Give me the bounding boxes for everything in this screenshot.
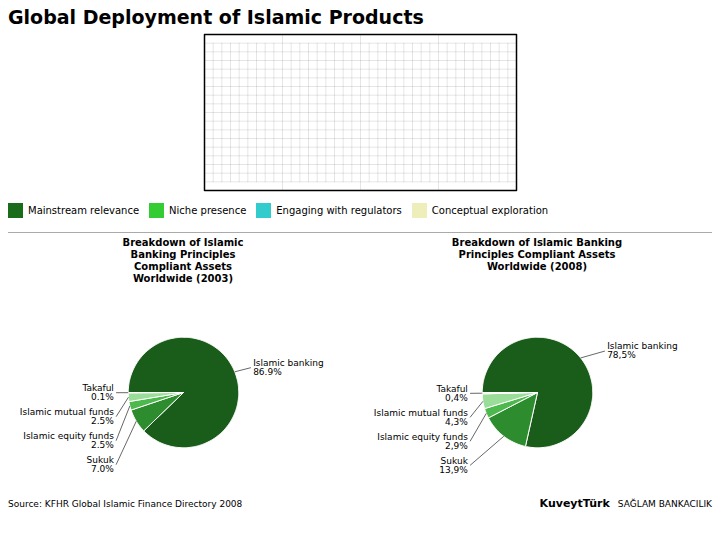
svg-text:Islamic equity funds2.5%: Islamic equity funds2.5% [23,431,114,450]
svg-text:Takaful0,4%: Takaful0,4% [435,384,468,403]
html-text:KuveytTürk: KuveytTürk [539,497,610,510]
html-text:Breakdown of Islamic Banking P: Breakdown of Islamic Banking Principles … [451,237,623,272]
svg-text:Islamic banking86.9%: Islamic banking86.9% [253,358,324,377]
html-text:Mainstream relevance: Mainstream relevance [28,205,140,216]
html-text:Engaging with regulators: Engaging with regulators [276,205,402,216]
html-text:SAĞLAM BANKACILIK: SAĞLAM BANKACILIK [617,499,712,509]
svg-text:Islamic mutual funds2.5%: Islamic mutual funds2.5% [20,407,114,426]
html-text:Niche presence: Niche presence [169,205,247,216]
svg-text:Sukuk13,9%: Sukuk13,9% [439,456,468,475]
html-text:Source: KFHR Global Islamic Fi: Source: KFHR Global Islamic Finance Dire… [8,498,243,509]
html-text:Global Deployment of Islamic P: Global Deployment of Islamic Products [8,6,424,28]
svg-text:Islamic mutual funds4,3%: Islamic mutual funds4,3% [374,408,468,427]
svg-text:Islamic banking78,5%: Islamic banking78,5% [607,341,678,360]
html-text:Conceptual exploration: Conceptual exploration [431,205,549,216]
svg-text:Takaful0.1%: Takaful0.1% [81,383,114,402]
svg-text:Islamic equity funds2,9%: Islamic equity funds2,9% [377,432,468,451]
html-text:Breakdown of Islamic Banking P: Breakdown of Islamic Banking Principles … [122,237,244,284]
svg-text:Sukuk7.0%: Sukuk7.0% [87,455,115,474]
